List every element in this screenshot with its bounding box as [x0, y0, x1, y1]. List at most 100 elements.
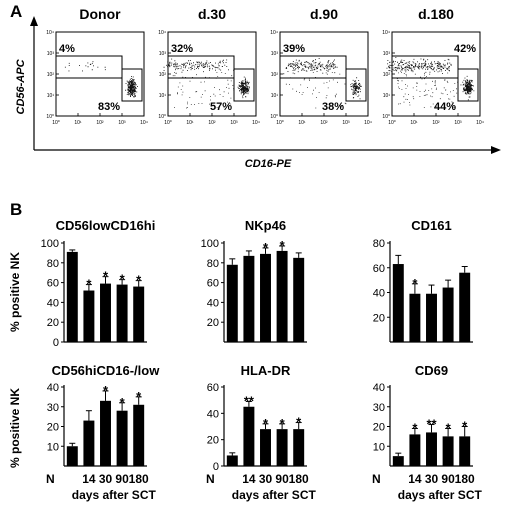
y-tick-label: 10² [47, 72, 55, 78]
bar [83, 420, 95, 466]
bar [133, 286, 145, 342]
x-tick-label: 90 [275, 472, 289, 486]
y-tick-label: 10¹ [383, 93, 391, 99]
bar [442, 436, 454, 466]
y-tick-label: 10⁴ [270, 30, 278, 36]
y-tick-label: 30 [373, 402, 385, 414]
x-tick-label: 10⁰ [52, 120, 60, 126]
lower-gate [233, 68, 255, 102]
bar [100, 283, 111, 342]
y-axis-arrow-head [30, 16, 38, 26]
bar [116, 284, 128, 342]
bar [133, 404, 145, 466]
y-tick-label: 20 [207, 317, 219, 329]
dot-plot-title: d.30 [198, 6, 226, 22]
bar [426, 293, 437, 342]
bar-chart-3: CD161 20 40 60 80 * [373, 218, 473, 343]
lower-gate-percent: 44% [434, 101, 456, 113]
significance-marker: * [263, 416, 269, 431]
bar [243, 406, 255, 466]
bar [442, 287, 454, 342]
upper-gate-percent: 42% [454, 43, 476, 55]
y-tick-label: 60 [47, 278, 59, 290]
y-tick-label: 20 [207, 435, 219, 447]
bar-chart-1: CD56lowCD16hi 0 20 40 60 80 100 * * * * [41, 218, 156, 349]
y-tick-label: 10⁴ [382, 30, 390, 36]
bar [100, 400, 111, 466]
y-tick-label: 30 [47, 402, 59, 414]
y-tick-label: 40 [373, 382, 385, 394]
significance-marker: * [280, 416, 286, 431]
bar [66, 251, 78, 342]
x-tick-label: 180 [455, 472, 475, 486]
lower-gate-percent: 57% [210, 101, 232, 113]
bar [409, 293, 421, 342]
x-tick-label: 30 [99, 472, 113, 486]
y-tick-label: 80 [373, 238, 385, 250]
bar [116, 410, 128, 466]
lower-gate-percent: 38% [322, 101, 344, 113]
chart-title: CD69 [415, 363, 448, 378]
x-tick-label: 10¹ [186, 120, 194, 126]
x-tick-label: 180 [129, 472, 149, 486]
y-tick-label: 60 [207, 278, 219, 290]
flow-cytometry-panel: CD56-APCCD16-PEDonor10⁰10⁰10¹10¹10²10²10… [15, 6, 501, 170]
x-tick-label: 30 [259, 472, 273, 486]
x-axis-arrow-head [491, 146, 501, 154]
x-tick-label: 10¹ [298, 120, 306, 126]
bar [66, 446, 78, 466]
y-tick-label: 10² [383, 72, 391, 78]
y-tick-label: 10² [271, 72, 279, 78]
y-tick-label: 40 [47, 297, 59, 309]
significance-marker: * [103, 269, 109, 284]
y-tick-label: 80 [207, 258, 219, 270]
bar [459, 272, 471, 342]
x-axis-title: days after SCT [398, 488, 483, 502]
x-tick-label: N [46, 472, 55, 486]
panel-a-letter: A [10, 2, 23, 21]
dot-plot-frame [55, 31, 145, 117]
y-tick-label: 20 [373, 312, 385, 324]
bar [260, 429, 271, 466]
x-tick-label: 10³ [454, 120, 462, 126]
x-tick-label: 10¹ [74, 120, 82, 126]
x-tick-label: N [372, 472, 381, 486]
y-tick-label: 40 [373, 288, 385, 300]
y-tick-label: 10³ [47, 51, 55, 57]
significance-marker: ** [426, 417, 437, 432]
x-axis-title: days after SCT [72, 488, 157, 502]
y-tick-label: 10⁰ [158, 114, 166, 120]
y-tick-label: 40 [47, 382, 59, 394]
x-tick-label: 14 [82, 472, 96, 486]
significance-marker: * [120, 272, 126, 287]
chart-title: CD56hiCD16-/low [52, 363, 161, 378]
bar [392, 264, 404, 342]
chart-title: CD56lowCD16hi [56, 218, 156, 233]
upper-gate [168, 55, 235, 79]
y-tick-label: 10 [373, 441, 385, 453]
bar [226, 264, 238, 342]
bar-chart-5: HLA-DR 0 20 40 60 N ** 14 * 30 * 90 * 180 days after S… [206, 363, 317, 502]
lower-gate-percent: 83% [98, 101, 120, 113]
y-tick-label: 20 [373, 422, 385, 434]
row-1-y-label: % positive NK [8, 252, 22, 332]
bar [459, 436, 471, 466]
significance-marker: * [136, 273, 142, 288]
y-tick-label: 40 [207, 297, 219, 309]
y-tick-label: 10¹ [47, 93, 55, 99]
x-tick-label: 10³ [230, 120, 238, 126]
x-tick-label: 10³ [342, 120, 350, 126]
significance-marker: * [296, 415, 302, 430]
significance-marker: * [136, 389, 142, 404]
dot-plot-title: d.180 [418, 6, 454, 22]
bar [226, 455, 238, 466]
upper-gate-percent: 32% [171, 43, 193, 55]
bar [260, 253, 271, 342]
x-tick-label: N [206, 472, 215, 486]
x-tick-label: 10⁴ [140, 120, 148, 126]
bar [276, 250, 288, 342]
significance-marker: * [86, 277, 92, 292]
chart-title: CD161 [411, 218, 451, 233]
